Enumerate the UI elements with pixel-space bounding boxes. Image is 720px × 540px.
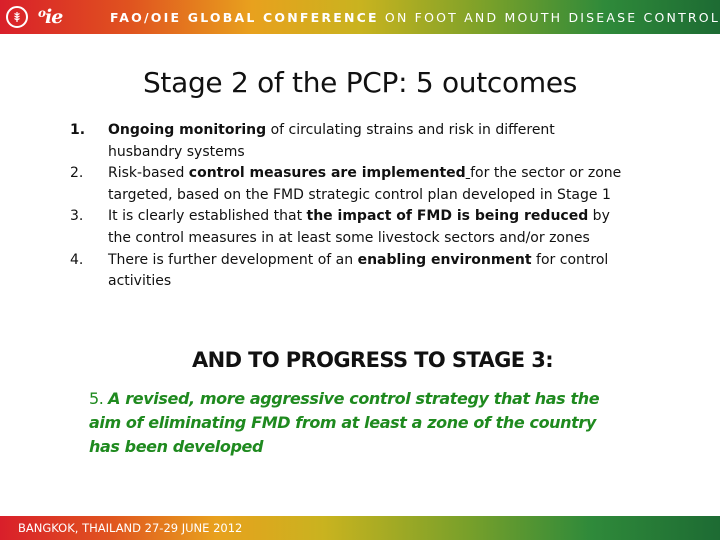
outcome-text-part: It is clearly established that (108, 208, 307, 225)
outcome-text-part: Risk-based (108, 165, 189, 182)
footer-bar: BANGKOK, THAILAND 27-29 JUNE 2012 (0, 516, 720, 540)
outcome-text-part: Ongoing monitoring (108, 122, 267, 138)
oie-logo: oie (38, 6, 63, 28)
outcome-text-part: control measures are implemented (188, 165, 466, 182)
outcome-item: 1. Ongoing monitoring of circulating stra… (70, 120, 630, 163)
outcome-item: 3. It is clearly established that the imp… (70, 206, 630, 249)
outcome-text: Ongoing monitoring of circulating strain… (108, 120, 630, 163)
outcome-text: Risk-based control measures are implemen… (108, 163, 630, 206)
stage3-number: 5. (89, 389, 109, 408)
outcomes-list: 1. Ongoing monitoring of circulating stra… (70, 120, 630, 293)
outcome-text-part: for control activities (108, 251, 609, 290)
outcome-number: 4. (70, 251, 84, 268)
banner-title-rest: ON FOOT AND MOUTH DISEASE CONTROL (378, 9, 720, 25)
progress-heading: AND TO PROGRESS TO STAGE 3: (191, 348, 554, 372)
outcome-text: It is clearly established that the impac… (108, 206, 630, 249)
outcome-text-part: the impact of FMD is being reduced (306, 208, 589, 225)
fao-logo-icon (6, 6, 28, 28)
outcome-item: 2. Risk-based control measures are implem… (70, 163, 630, 206)
outcome-item: 4. There is further development of an ena… (70, 250, 630, 293)
banner-title: FAO/OIE GLOBAL CONFERENCE ON FOOT AND MO… (110, 10, 720, 25)
slide-title: Stage 2 of the PCP: 5 outcomes (142, 66, 578, 99)
banner-logos: oie (6, 6, 98, 28)
stage3-statement: A revised, more aggressive control strat… (89, 389, 600, 456)
wheat-icon (14, 12, 20, 22)
footer-location-date: BANGKOK, THAILAND 27-29 JUNE 2012 (18, 521, 243, 535)
outcome-number: 2. (70, 165, 84, 182)
banner-title-bold: FAO/OIE GLOBAL CONFERENCE (110, 9, 379, 25)
outcome-text: There is further development of an enabl… (108, 250, 630, 293)
outcome-text-part: for the sector or zone targeted, based o… (108, 165, 622, 203)
conference-banner: oie FAO/OIE GLOBAL CONFERENCE ON FOOT AN… (0, 0, 720, 34)
outcome-number: 3. (70, 208, 84, 225)
outcome-text-part: There is further development of an (108, 251, 358, 268)
stage3-outcome: 5. A revised, more aggressive control st… (89, 387, 609, 459)
outcome-text-part: by the control measures in at least some… (108, 208, 610, 246)
outcome-number: 1. (70, 122, 86, 138)
outcome-text-part: of circulating strains and risk in diffe… (108, 122, 555, 160)
outcome-text-part: enabling environment (357, 251, 532, 268)
